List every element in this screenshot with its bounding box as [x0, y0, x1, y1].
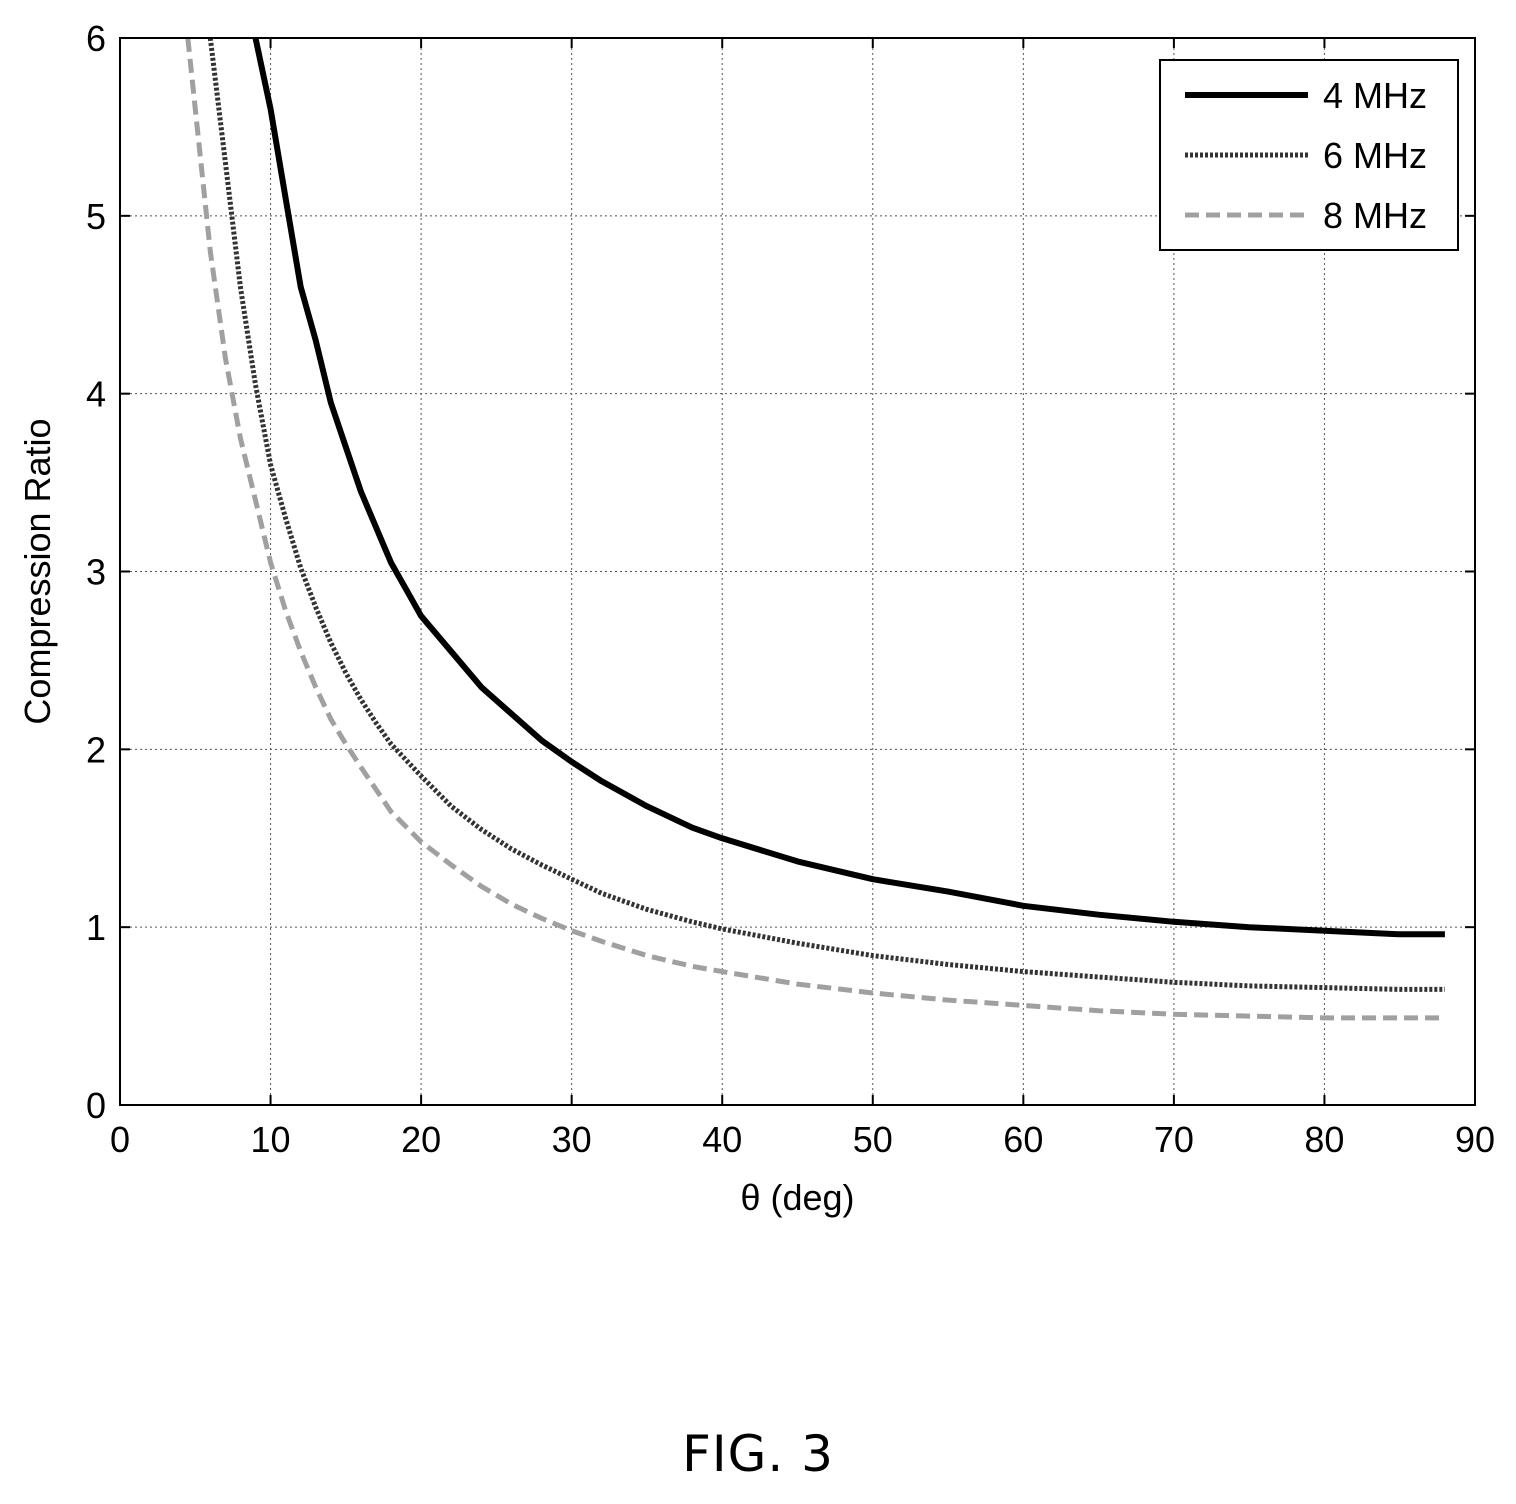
x-tick-label: 20 — [401, 1119, 441, 1160]
x-axis-ticks: 0 10 20 30 40 50 60 70 80 90 — [110, 38, 1495, 1160]
x-tick-label: 90 — [1455, 1119, 1495, 1160]
series-line-1 — [252, 37, 1445, 938]
x-tick-label: 70 — [1154, 1119, 1194, 1160]
x-tick-label: 10 — [251, 1119, 291, 1160]
legend: 4 MHz 6 MHz 8 MHz — [1159, 59, 1459, 251]
y-tick-label: 2 — [86, 729, 106, 770]
x-tick-label: 60 — [1003, 1119, 1043, 1160]
legend-label: 6 MHz — [1323, 135, 1427, 176]
series-line-2 — [207, 37, 1445, 992]
y-tick-label: 5 — [86, 196, 106, 237]
x-tick-label: 40 — [702, 1119, 742, 1160]
legend-label: 8 MHz — [1323, 195, 1427, 236]
x-tick-label: 30 — [552, 1119, 592, 1160]
legend-label: 4 MHz — [1323, 75, 1427, 116]
series-line-3 — [185, 37, 1445, 1021]
figure-caption: FIG. 3 — [682, 1425, 834, 1483]
y-tick-label: 4 — [86, 374, 106, 415]
y-tick-label: 6 — [86, 18, 106, 59]
y-tick-label: 0 — [86, 1085, 106, 1126]
legend-box — [1159, 59, 1459, 251]
y-axis-ticks: 0 1 2 3 4 5 6 — [86, 18, 1475, 1126]
x-tick-label: 0 — [110, 1119, 130, 1160]
plot-series — [185, 37, 1445, 1021]
x-axis-title: θ (deg) — [740, 1177, 854, 1218]
x-tick-label: 80 — [1304, 1119, 1344, 1160]
y-tick-label: 1 — [86, 907, 106, 948]
x-tick-label: 50 — [853, 1119, 893, 1160]
y-axis-title: Compression Ratio — [17, 418, 58, 724]
y-tick-label: 3 — [86, 552, 106, 593]
grid-lines — [120, 38, 1475, 1105]
